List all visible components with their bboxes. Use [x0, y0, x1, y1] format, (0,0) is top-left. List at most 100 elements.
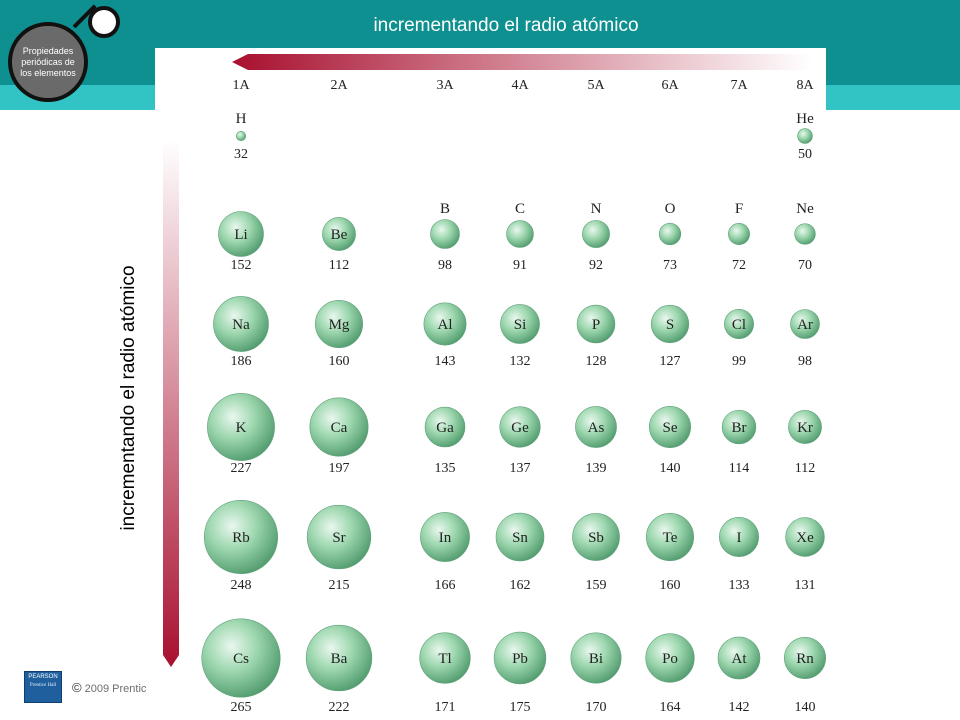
element-se: Se 140	[648, 405, 692, 476]
group-label: 8A	[796, 78, 814, 93]
atom-sphere	[790, 309, 820, 339]
element-br: Br 114	[721, 409, 757, 476]
atom-sphere	[493, 631, 547, 685]
element-ga: Ga 135	[424, 406, 466, 476]
radius-value: 160	[329, 354, 350, 369]
atom-sphere	[572, 513, 620, 561]
element-symbol: B	[440, 201, 450, 217]
element-b: B 98	[430, 201, 460, 273]
element-k: K 227	[207, 393, 275, 476]
element-symbol: S	[666, 317, 674, 333]
element-ba: Ba 222	[305, 624, 373, 715]
atom-sphere	[645, 633, 695, 683]
element-i: I 133	[719, 517, 759, 593]
element-bi: Bi 170	[570, 632, 622, 715]
element-c: C 91	[506, 201, 534, 273]
element-s: S 127	[650, 304, 690, 369]
element-symbol: Al	[438, 317, 453, 333]
element-symbol: Xe	[796, 530, 814, 546]
element-h: H 32	[234, 111, 248, 162]
atom-sphere	[309, 397, 369, 457]
radius-value: 265	[231, 700, 252, 715]
element-tl: Tl 171	[419, 632, 471, 715]
vertical-trend-arrow	[163, 140, 179, 667]
atom-sphere	[797, 128, 813, 144]
element-symbol: At	[732, 651, 748, 667]
element-p: P 128	[576, 304, 616, 369]
element-symbol: Si	[514, 317, 527, 333]
left-margin	[0, 110, 155, 720]
atom-sphere	[419, 632, 471, 684]
element-symbol: He	[796, 111, 814, 127]
element-symbol: H	[236, 111, 247, 127]
radius-value: 160	[660, 578, 681, 593]
element-f: F 72	[728, 201, 750, 273]
radius-value: 98	[798, 354, 812, 369]
element-symbol: Po	[662, 651, 678, 667]
element-in: In 166	[420, 512, 470, 593]
badge-knob-icon	[88, 6, 120, 38]
radius-value: 166	[435, 578, 456, 593]
atom-sphere	[724, 309, 754, 339]
element-symbol: Rb	[232, 530, 250, 546]
element-ar: Ar 98	[790, 309, 820, 369]
element-o: O 73	[658, 201, 682, 273]
element-al: Al 143	[423, 302, 467, 369]
atom-sphere	[506, 220, 534, 248]
radius-value: 143	[435, 354, 456, 369]
radius-value: 222	[329, 700, 350, 715]
element-symbol: Te	[663, 530, 678, 546]
radius-value: 227	[231, 461, 252, 476]
element-symbol: I	[737, 530, 742, 546]
vertical-trend-label: incrementando el radio atómico	[118, 265, 139, 531]
element-at: At 142	[717, 636, 761, 715]
group-label: 6A	[661, 78, 679, 93]
atom-sphere	[717, 636, 761, 680]
radius-value: 50	[798, 147, 812, 162]
element-pb: Pb 175	[493, 631, 547, 715]
atom-sphere	[570, 632, 622, 684]
element-symbol: Br	[732, 420, 747, 436]
radius-value: 140	[660, 461, 681, 476]
element-sr: Sr 215	[306, 504, 372, 593]
group-label: 1A	[232, 78, 250, 93]
copyright-symbol: ©	[72, 680, 82, 695]
atom-sphere	[322, 217, 356, 251]
radius-value: 170	[586, 700, 607, 715]
atom-sphere	[582, 220, 610, 248]
group-label: 2A	[330, 78, 348, 93]
atom-sphere	[218, 211, 264, 257]
element-cs: Cs 265	[201, 618, 281, 715]
atom-sphere	[306, 504, 372, 570]
element-na: Na 186	[213, 296, 269, 369]
atom-sphere	[648, 405, 692, 449]
element-symbol: Se	[663, 420, 678, 436]
atom-sphere	[658, 222, 682, 246]
element-symbol: Cs	[233, 651, 249, 667]
radius-value: 127	[660, 354, 681, 369]
element-symbol: Ar	[797, 317, 813, 333]
radius-value: 175	[510, 700, 531, 715]
horizontal-trend-label: incrementando el radio atómico	[373, 15, 639, 36]
radius-value: 132	[510, 354, 531, 369]
element-symbol: Tl	[438, 651, 451, 667]
element-si: Si 132	[500, 304, 540, 369]
element-symbol: Ba	[331, 651, 348, 667]
element-xe: Xe 131	[785, 517, 825, 593]
element-sb: Sb 159	[572, 513, 620, 593]
radius-value: 99	[732, 354, 746, 369]
atom-sphere	[646, 513, 694, 561]
radius-value: 73	[663, 258, 677, 273]
radius-value: 197	[329, 461, 350, 476]
radius-value: 139	[586, 461, 607, 476]
atom-sphere	[213, 296, 269, 352]
horizontal-trend-arrow	[232, 54, 812, 70]
element-li: Li 152	[218, 211, 264, 273]
element-ca: Ca 197	[309, 397, 369, 476]
element-symbol: F	[735, 201, 743, 217]
element-rn: Rn 140	[783, 636, 827, 715]
element-symbol: Kr	[797, 420, 813, 436]
element-symbol: As	[588, 420, 605, 436]
element-symbol: N	[591, 201, 602, 217]
